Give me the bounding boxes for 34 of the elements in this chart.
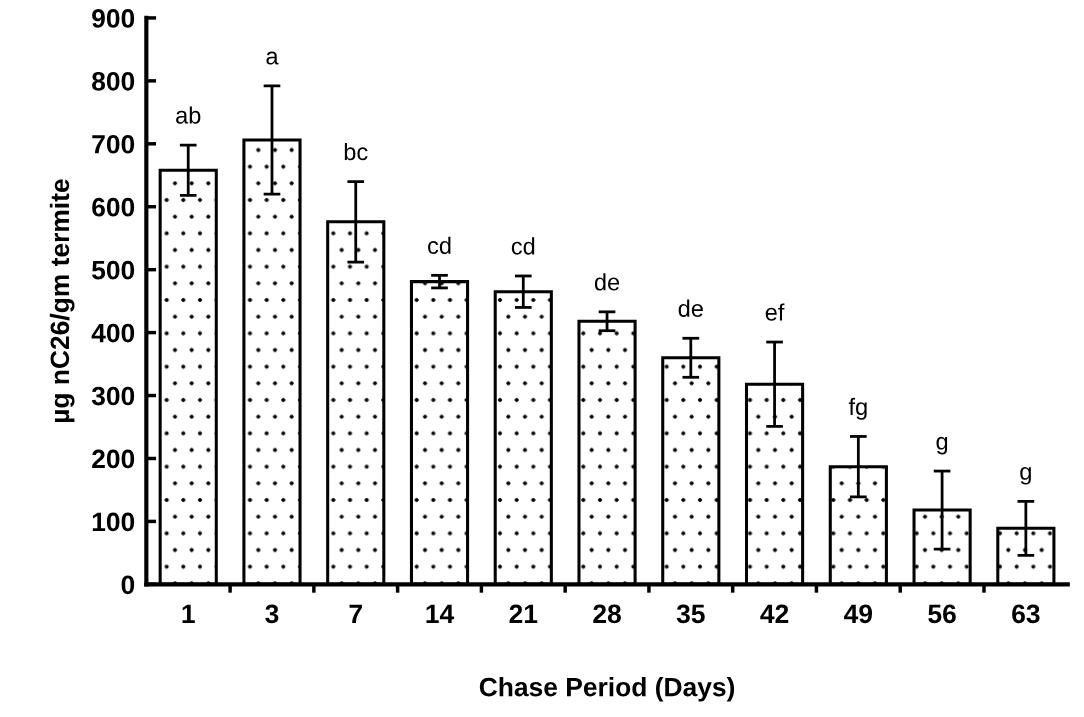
y-tick-label: 300 (91, 386, 135, 406)
x-axis-title: Chase Period (Days) (479, 677, 735, 702)
x-tick-label: 14 (426, 604, 455, 623)
annotation: fg (848, 397, 867, 420)
y-axis-title: µg nC26/gm termite (49, 179, 75, 423)
y-tick-label: 100 (92, 512, 135, 532)
x-tick-label: 49 (844, 604, 873, 624)
y-tick-label: 500 (92, 260, 135, 280)
annotation: ab (176, 106, 201, 124)
y-tick-label: 0 (121, 575, 135, 595)
annotation: g (936, 436, 948, 455)
annotation: de (678, 299, 703, 317)
annotation: a (266, 51, 279, 65)
x-tick-label: 42 (760, 604, 789, 623)
x-tick-label: 1 (182, 604, 195, 623)
x-tick-label: 21 (509, 604, 538, 623)
x-tick-label: 7 (349, 604, 362, 623)
y-tick-label: 600 (92, 197, 135, 217)
annotation: g (1020, 467, 1031, 485)
x-tick-label: 3 (265, 604, 279, 624)
x-tick-label: 63 (1012, 604, 1040, 624)
annotation: bc (344, 142, 368, 161)
annotation: cd (428, 236, 451, 254)
annotation: cd (511, 237, 535, 255)
y-tick-label: 400 (91, 323, 135, 343)
x-tick-label: 56 (928, 604, 956, 624)
annotation: de (594, 273, 620, 291)
x-tick-label: 35 (676, 604, 705, 624)
y-tick-label: 700 (92, 134, 135, 154)
x-tick-label: 28 (593, 604, 621, 624)
y-tick-label: 200 (92, 449, 135, 469)
y-tick-label: 900 (92, 9, 135, 28)
annotation: ef (765, 303, 785, 321)
y-tick-label: 800 (92, 72, 135, 91)
